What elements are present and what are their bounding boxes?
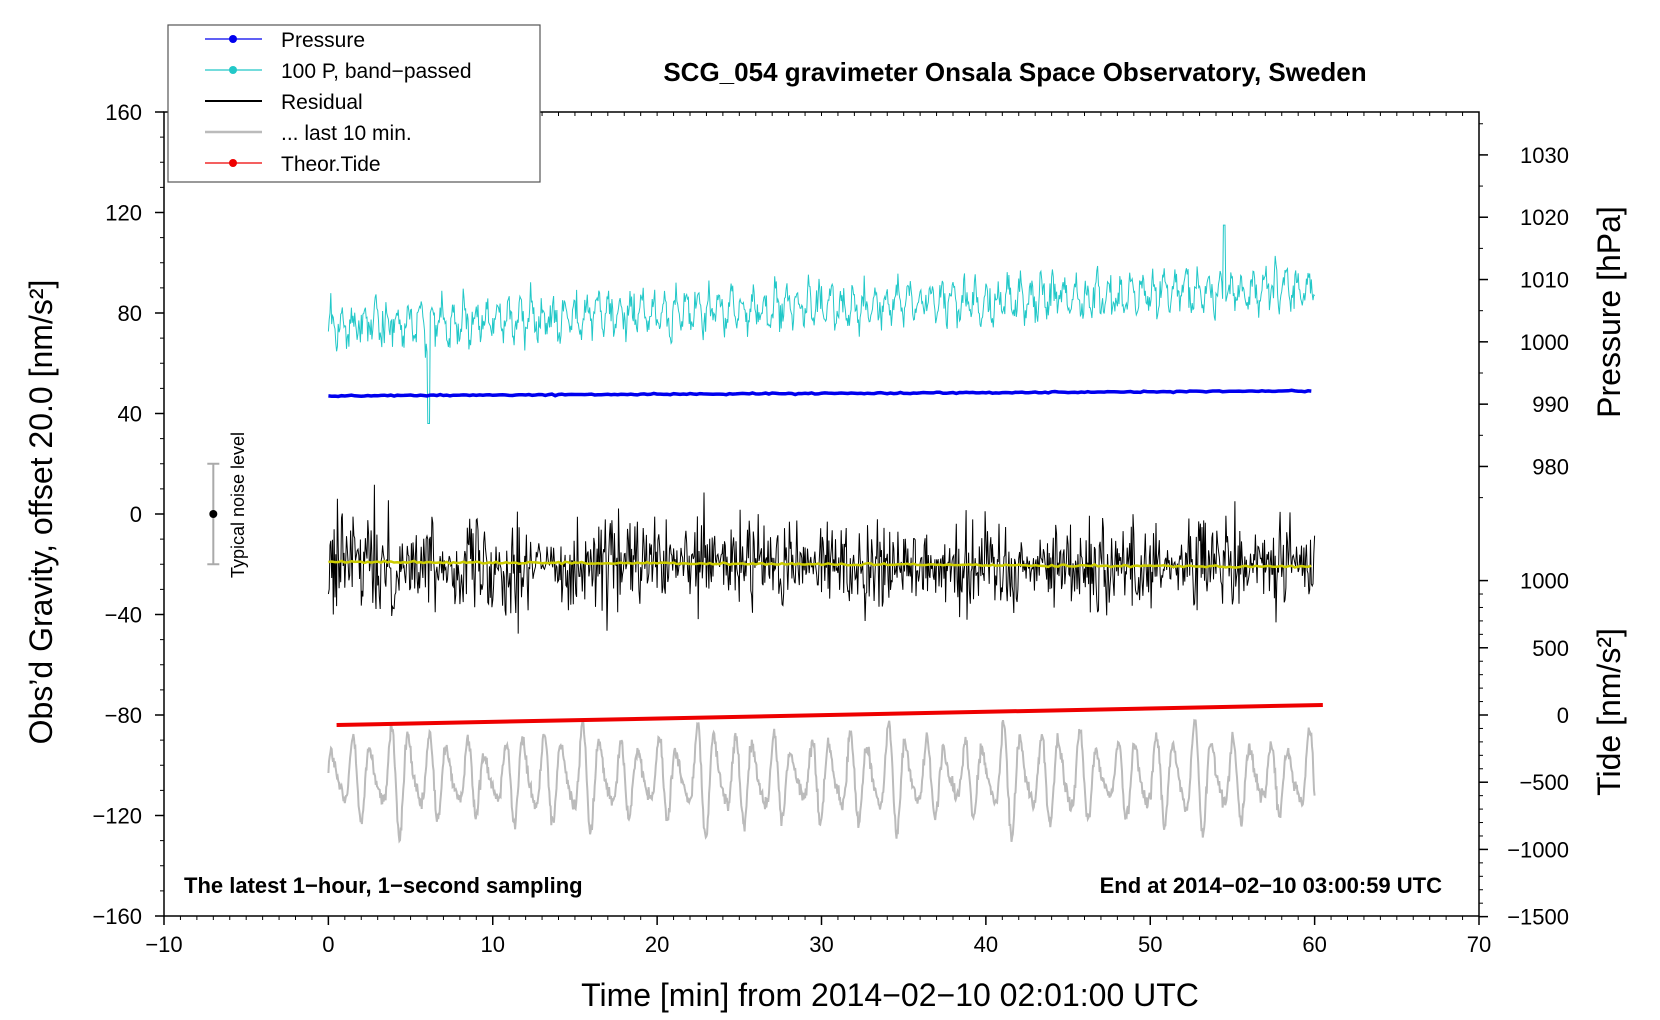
y-tick-label: −160 <box>92 904 142 929</box>
tide-tick-label: −1000 <box>1507 837 1569 862</box>
noise-level-indicator: Typical noise level <box>207 432 248 578</box>
x-tick-label: 10 <box>481 932 505 957</box>
pressure-tick-label: 1000 <box>1520 330 1569 355</box>
y-tick-label: 80 <box>118 301 142 326</box>
end-time-annotation: End at 2014−02−10 03:00:59 UTC <box>1100 873 1443 898</box>
x-tick-label: 70 <box>1467 932 1491 957</box>
sampling-annotation: The latest 1−hour, 1−second sampling <box>184 873 583 898</box>
legend-marker-theor-tide <box>229 159 237 167</box>
legend-item-pressure: Pressure <box>205 29 365 52</box>
y-tick-label: −40 <box>105 603 142 628</box>
tide-tick-label: 0 <box>1557 703 1569 728</box>
legend: Pressure 100 P, band−passed Residual ...… <box>167 24 541 183</box>
legend-label-pressure: Pressure <box>281 29 365 52</box>
plot-area <box>164 112 1479 916</box>
series-theor-tide <box>336 702 1323 728</box>
legend-item-last-10-min: ... last 10 min. <box>205 122 412 145</box>
pressure-tick-label: 1010 <box>1520 268 1569 293</box>
legend-label-band-passed: 100 P, band−passed <box>281 60 472 83</box>
pressure-axis-label: Pressure [hPa] <box>1591 206 1627 418</box>
series-residual-mean <box>328 559 1312 569</box>
x-axis-label: Time [min] from 2014−02−10 02:01:00 UTC <box>581 977 1199 1013</box>
chart-title: SCG_054 gravimeter Onsala Space Observat… <box>663 57 1366 87</box>
legend-marker-pressure <box>229 35 237 43</box>
y-tick-label: 120 <box>105 201 142 226</box>
legend-box <box>167 24 541 183</box>
pressure-tick-label: 990 <box>1532 392 1569 417</box>
tide-tick-label: −500 <box>1519 770 1569 795</box>
x-tick-label: 50 <box>1138 932 1162 957</box>
x-tick-label: 60 <box>1302 932 1326 957</box>
tide-tick-label: 1000 <box>1520 569 1569 594</box>
series-pressure <box>328 388 1312 399</box>
y-axis-label-left: Obs’d Gravity, offset 20.0 [nm/s²] <box>23 280 59 745</box>
x-tick-label: 30 <box>809 932 833 957</box>
y-tick-label: 0 <box>130 502 142 527</box>
series-band-passed-pressure <box>327 224 1315 424</box>
pressure-tick-label: 980 <box>1532 454 1569 479</box>
axes-layer: −10 0 10 20 30 40 50 60 70−160−120−80−4004080120… <box>92 100 1569 957</box>
legend-item-band-passed: 100 P, band−passed <box>205 60 472 83</box>
tide-tick-label: −1500 <box>1507 905 1569 930</box>
y-tick-label: 160 <box>105 100 142 125</box>
x-tick-label: 40 <box>974 932 998 957</box>
series-layer <box>327 224 1323 844</box>
legend-label-last-10-min: ... last 10 min. <box>281 122 412 145</box>
tide-tick-label: 500 <box>1532 636 1569 661</box>
pressure-tick-label: 1030 <box>1520 143 1569 168</box>
y-tick-label: −80 <box>105 703 142 728</box>
x-tick-label: −10 <box>145 932 182 957</box>
noise-level-label: Typical noise level <box>228 432 248 578</box>
y-tick-label: 40 <box>118 402 142 427</box>
plot-background <box>164 112 1479 916</box>
legend-item-residual: Residual <box>205 91 363 114</box>
x-tick-label: 0 <box>322 932 334 957</box>
noise-marker <box>209 510 218 518</box>
series-residual <box>327 484 1316 634</box>
tide-axis-label: Tide [nm/s²] <box>1591 628 1627 796</box>
y-tick-label: −120 <box>92 804 142 829</box>
x-tick-label: 20 <box>645 932 669 957</box>
legend-item-theor-tide: Theor.Tide <box>205 153 381 176</box>
pressure-tick-label: 1020 <box>1520 205 1569 230</box>
legend-marker-band-passed <box>229 66 237 74</box>
legend-label-residual: Residual <box>281 91 363 114</box>
legend-label-theor-tide: Theor.Tide <box>281 153 381 176</box>
series-last-10-min <box>327 718 1316 844</box>
